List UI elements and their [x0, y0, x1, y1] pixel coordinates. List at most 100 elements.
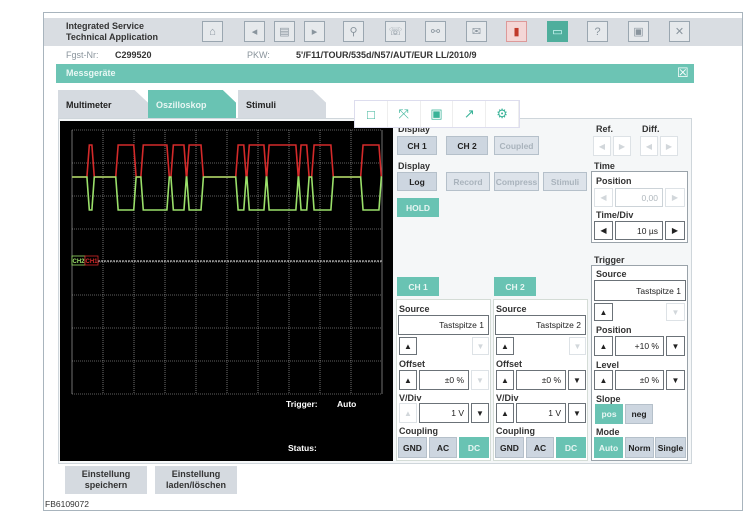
- log-button[interactable]: Log: [397, 172, 437, 191]
- battery-icon[interactable]: ▮: [506, 21, 527, 42]
- ch2-offset-down[interactable]: ▼: [568, 370, 586, 390]
- fgst-value: C299520: [115, 50, 152, 60]
- trigger-position-field[interactable]: +10 %: [615, 336, 664, 356]
- display-ch2-button[interactable]: CH 2: [446, 136, 488, 155]
- ch2-source-up[interactable]: ▲: [496, 337, 514, 355]
- ch2-source-field[interactable]: Tastspitze 2: [495, 315, 586, 335]
- ch2-dc-button[interactable]: DC: [556, 437, 586, 458]
- app-window: [43, 12, 743, 511]
- ch2-offset-label: Offset: [496, 359, 523, 369]
- time-label: Time: [594, 161, 615, 171]
- ch2-offset-field[interactable]: ±0 %: [516, 370, 566, 390]
- trigger-level-up[interactable]: ▲: [594, 370, 613, 390]
- settings-icon[interactable]: ⚙: [486, 101, 519, 127]
- fullscreen-icon[interactable]: ⤧: [388, 101, 421, 127]
- close-icon[interactable]: ✕: [669, 21, 690, 42]
- ch2-source-down[interactable]: ▼: [569, 337, 586, 355]
- ch1-dc-button[interactable]: DC: [459, 437, 489, 458]
- time-position-field[interactable]: 0,00: [615, 188, 663, 207]
- timediv-field[interactable]: 10 µs: [615, 221, 663, 240]
- load-line2: laden/löschen: [165, 480, 227, 490]
- forward-icon[interactable]: ▸: [304, 21, 325, 42]
- slope-label: Slope: [596, 394, 621, 404]
- ch1-vdiv-field[interactable]: 1 V: [419, 403, 469, 423]
- diagnosis-icon[interactable]: ☏: [385, 21, 406, 42]
- ch2-vdiv-up[interactable]: ▲: [496, 403, 514, 423]
- ch1-ac-button[interactable]: AC: [429, 437, 457, 458]
- diff-left-button[interactable]: ◀: [640, 136, 658, 156]
- panel-close-icon[interactable]: ☒: [677, 65, 689, 80]
- trigger-position-down[interactable]: ▼: [666, 336, 685, 356]
- ch1-offset-down[interactable]: ▼: [471, 370, 489, 390]
- timediv-left[interactable]: ◀: [594, 221, 613, 240]
- load-settings-button[interactable]: Einstellung laden/löschen: [155, 466, 237, 494]
- status-label: Status:: [288, 443, 317, 453]
- title-line-2: Technical Application: [66, 32, 159, 42]
- mode-single-button[interactable]: Single: [655, 437, 686, 458]
- compress-button[interactable]: Compress: [494, 172, 539, 191]
- trigger-value: Auto: [337, 399, 357, 409]
- panel-title: Messgeräte: [66, 68, 116, 78]
- ch1-vdiv-up[interactable]: ▲: [399, 403, 417, 423]
- slope-pos-button[interactable]: pos: [595, 404, 623, 424]
- ch1-button[interactable]: CH 1: [397, 277, 439, 296]
- ch1-source-down[interactable]: ▼: [472, 337, 489, 355]
- ch1-offset-field[interactable]: ±0 %: [419, 370, 469, 390]
- time-position-right[interactable]: ▶: [665, 188, 685, 207]
- trigger-level-field[interactable]: ±0 %: [615, 370, 664, 390]
- time-position-label: Position: [596, 176, 632, 186]
- record-button[interactable]: Record: [446, 172, 490, 191]
- share-icon[interactable]: ↗: [453, 101, 487, 127]
- ch2-vdiv-field[interactable]: 1 V: [516, 403, 566, 423]
- hold-button[interactable]: HOLD: [397, 198, 439, 217]
- time-position-left[interactable]: ◀: [594, 188, 613, 207]
- display-ch1-button[interactable]: CH 1: [397, 136, 437, 155]
- home-icon[interactable]: ⌂: [202, 21, 223, 42]
- ch1-trace: [72, 144, 383, 178]
- trigger-source-up[interactable]: ▲: [594, 303, 613, 321]
- ch1-source-field[interactable]: Tastspitze 1: [398, 315, 489, 335]
- print-icon[interactable]: ▭: [547, 21, 568, 42]
- mail-icon[interactable]: ✉: [466, 21, 487, 42]
- ch1-offset-up[interactable]: ▲: [399, 370, 417, 390]
- ch1-coupling-label: Coupling: [399, 426, 438, 436]
- stimuli-button[interactable]: Stimuli: [543, 172, 587, 191]
- ch1-vdiv-down[interactable]: ▼: [471, 403, 489, 423]
- ch2-button[interactable]: CH 2: [494, 277, 536, 296]
- help-icon[interactable]: ?: [587, 21, 608, 42]
- mode-auto-button[interactable]: Auto: [594, 437, 623, 458]
- trigger-source-field[interactable]: Tastspitze 1: [594, 280, 686, 301]
- coupled-button[interactable]: Coupled: [494, 136, 539, 155]
- ch2-ac-button[interactable]: AC: [526, 437, 554, 458]
- ch1-gnd-button[interactable]: GND: [398, 437, 427, 458]
- ref-right-button[interactable]: ▶: [613, 136, 631, 156]
- pkw-value: 5'/F11/TOUR/535d/N57/AUT/EUR LL/2010/9: [296, 50, 477, 60]
- ref-left-button[interactable]: ◀: [593, 136, 611, 156]
- tab-oszilloskop[interactable]: Oszilloskop: [148, 90, 236, 118]
- fgst-label: Fgst-Nr:: [66, 50, 99, 60]
- window-icon[interactable]: ▣: [628, 21, 649, 42]
- wrench-icon[interactable]: ⚲: [343, 21, 364, 42]
- ch2-gnd-button[interactable]: GND: [495, 437, 524, 458]
- diff-right-button[interactable]: ▶: [660, 136, 678, 156]
- phone-icon[interactable]: □: [355, 101, 388, 127]
- ch2-offset-up[interactable]: ▲: [496, 370, 514, 390]
- back-icon[interactable]: ◂: [244, 21, 265, 42]
- document-icon[interactable]: ▤: [274, 21, 295, 42]
- trigger-label: Trigger:: [286, 399, 318, 409]
- trigger-level-down[interactable]: ▼: [666, 370, 685, 390]
- trigger-level-label: Level: [596, 360, 620, 370]
- ch2-vdiv-down[interactable]: ▼: [568, 403, 586, 423]
- slope-neg-button[interactable]: neg: [625, 404, 653, 424]
- tab-multimeter[interactable]: Multimeter: [58, 90, 148, 118]
- trigger-position-up[interactable]: ▲: [594, 336, 613, 356]
- save-settings-button[interactable]: Einstellung speichern: [65, 466, 147, 494]
- connect-icon[interactable]: ⚯: [425, 21, 446, 42]
- tab-stimuli[interactable]: Stimuli: [238, 90, 326, 118]
- mode-norm-button[interactable]: Norm: [625, 437, 654, 458]
- trigger-source-down[interactable]: ▼: [666, 303, 685, 321]
- ch2-coupling-label: Coupling: [496, 426, 535, 436]
- save-icon[interactable]: ▣: [421, 101, 454, 127]
- ch1-source-up[interactable]: ▲: [399, 337, 417, 355]
- timediv-right[interactable]: ▶: [665, 221, 685, 240]
